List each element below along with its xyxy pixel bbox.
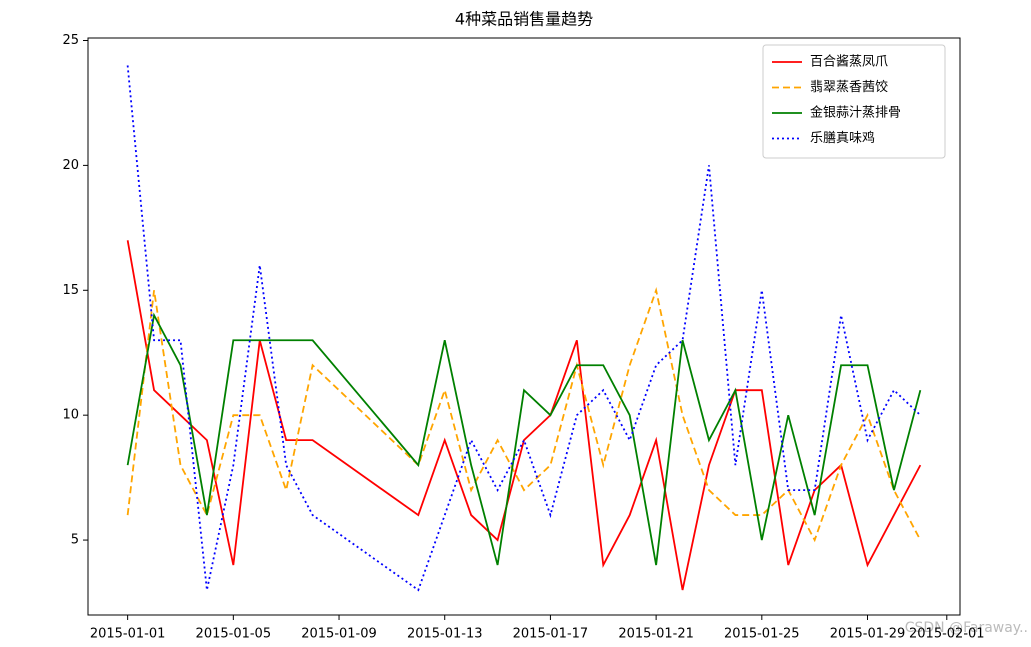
- x-tick-label: 2015-01-25: [724, 627, 800, 642]
- watermark: CSDN @Faraway..: [905, 620, 1028, 636]
- legend-label: 乐膳真味鸡: [810, 130, 875, 146]
- x-tick-label: 2015-01-13: [407, 627, 483, 642]
- plot-frame: [87, 37, 961, 616]
- legend-label: 金银蒜汁蒸排骨: [810, 105, 901, 121]
- x-tick-label: 2015-01-05: [196, 627, 272, 642]
- legend-label: 翡翠蒸香茜饺: [810, 80, 888, 95]
- legend-box: [762, 44, 946, 159]
- line-series: [126, 240, 922, 591]
- x-tick-label: 2015-01-09: [301, 627, 377, 642]
- x-tick-label: 2015-01-29: [830, 627, 906, 642]
- y-tick-label: 20: [62, 158, 79, 173]
- y-tick-label: 5: [71, 533, 79, 548]
- y-tick-label: 25: [62, 33, 79, 48]
- x-tick-label: 2015-01-21: [618, 627, 694, 642]
- line-series: [126, 312, 922, 566]
- y-tick-label: 15: [62, 283, 79, 298]
- y-tick-label: 10: [62, 408, 79, 423]
- x-tick-label: 2015-01-01: [90, 627, 166, 642]
- x-tick-label: 2015-02-01: [909, 627, 985, 642]
- x-tick-label: 2015-01-17: [513, 627, 589, 642]
- chart-title: 4种菜品销售量趋势: [455, 10, 593, 29]
- line-series: [126, 286, 922, 543]
- legend-label: 百合酱蒸凤爪: [810, 55, 888, 70]
